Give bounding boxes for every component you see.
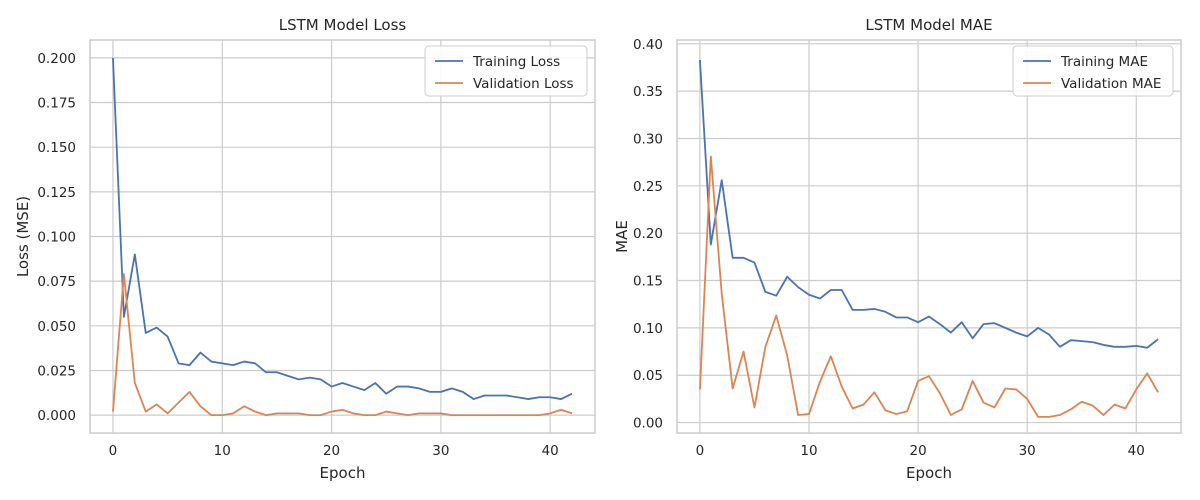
mae-x-axis-label: Epoch bbox=[906, 464, 952, 482]
loss-y-axis-label: Loss (MSE) bbox=[14, 196, 32, 277]
loss-legend: Training Loss Validation Loss bbox=[424, 45, 588, 97]
mae-ytick-label: 0.30 bbox=[633, 131, 663, 147]
mae-ytick-label: 0.00 bbox=[633, 416, 663, 432]
mae-xtick-label: 30 bbox=[1019, 443, 1036, 459]
loss-ytick-label: 0.200 bbox=[37, 51, 76, 67]
loss-series-line bbox=[112, 57, 573, 400]
mae-ytick-label: 0.25 bbox=[633, 179, 663, 195]
mae-ytick-label: 0.10 bbox=[633, 321, 663, 337]
loss-x-axis-label: Epoch bbox=[320, 464, 366, 482]
mae-legend: Training MAE Validation MAE bbox=[1012, 45, 1174, 97]
mae-xtick-label: 20 bbox=[909, 443, 926, 459]
loss-xtick-label: 30 bbox=[432, 443, 449, 459]
mae-ytick-label: 0.20 bbox=[633, 226, 663, 242]
loss-xtick-label: 20 bbox=[323, 443, 340, 459]
mae-series-line bbox=[699, 155, 1159, 418]
loss-chart: 0 10 20 30 40 0.000 0.025 0.050 0.075 0.100 0.125 0… bbox=[14, 16, 596, 482]
mae-legend-box bbox=[1012, 45, 1174, 97]
loss-series-line bbox=[112, 273, 573, 417]
mae-chart: 0 10 20 30 40 0.00 0.05 0.10 0.15 0.20 0.25 0.30 0.3… bbox=[613, 16, 1182, 482]
loss-ytick-label: 0.025 bbox=[37, 363, 76, 379]
mae-series-validation bbox=[699, 155, 1159, 418]
loss-ytick-label: 0.150 bbox=[37, 140, 76, 156]
mae-xtick-label: 0 bbox=[696, 443, 705, 459]
mae-ytick-label: 0.05 bbox=[633, 368, 663, 384]
loss-legend-box bbox=[424, 45, 588, 97]
mae-xtick-label: 40 bbox=[1128, 443, 1145, 459]
mae-y-axis-label: MAE bbox=[613, 220, 631, 253]
loss-ytick-label: 0.050 bbox=[37, 319, 76, 335]
loss-series-training bbox=[112, 57, 573, 400]
mae-series-training bbox=[699, 59, 1159, 349]
loss-legend-label: Validation Loss bbox=[473, 76, 574, 92]
mae-xtick-label: 10 bbox=[800, 443, 817, 459]
loss-plot-frame bbox=[89, 39, 596, 434]
loss-ytick-label: 0.100 bbox=[37, 230, 76, 246]
loss-chart-title: LSTM Model Loss bbox=[279, 16, 407, 34]
mae-ytick-label: 0.15 bbox=[633, 274, 663, 290]
loss-ytick-label: 0.000 bbox=[37, 408, 76, 424]
mae-ytick-label: 0.40 bbox=[633, 37, 663, 53]
loss-series-validation bbox=[112, 273, 573, 417]
mae-chart-title: LSTM Model MAE bbox=[865, 16, 992, 34]
loss-ytick-label: 0.175 bbox=[37, 96, 76, 112]
mae-legend-label: Validation MAE bbox=[1061, 76, 1161, 92]
loss-ytick-label: 0.125 bbox=[37, 185, 76, 201]
mae-plot-frame bbox=[676, 39, 1182, 434]
loss-xtick-label: 40 bbox=[542, 443, 559, 459]
loss-legend-label: Training Loss bbox=[472, 54, 560, 70]
mae-series-line bbox=[699, 59, 1159, 349]
loss-xtick-label: 0 bbox=[109, 443, 118, 459]
loss-xtick-label: 10 bbox=[214, 443, 231, 459]
mae-ytick-label: 0.35 bbox=[633, 84, 663, 100]
mae-legend-label: Training MAE bbox=[1060, 54, 1148, 70]
loss-ytick-label: 0.075 bbox=[37, 274, 76, 290]
